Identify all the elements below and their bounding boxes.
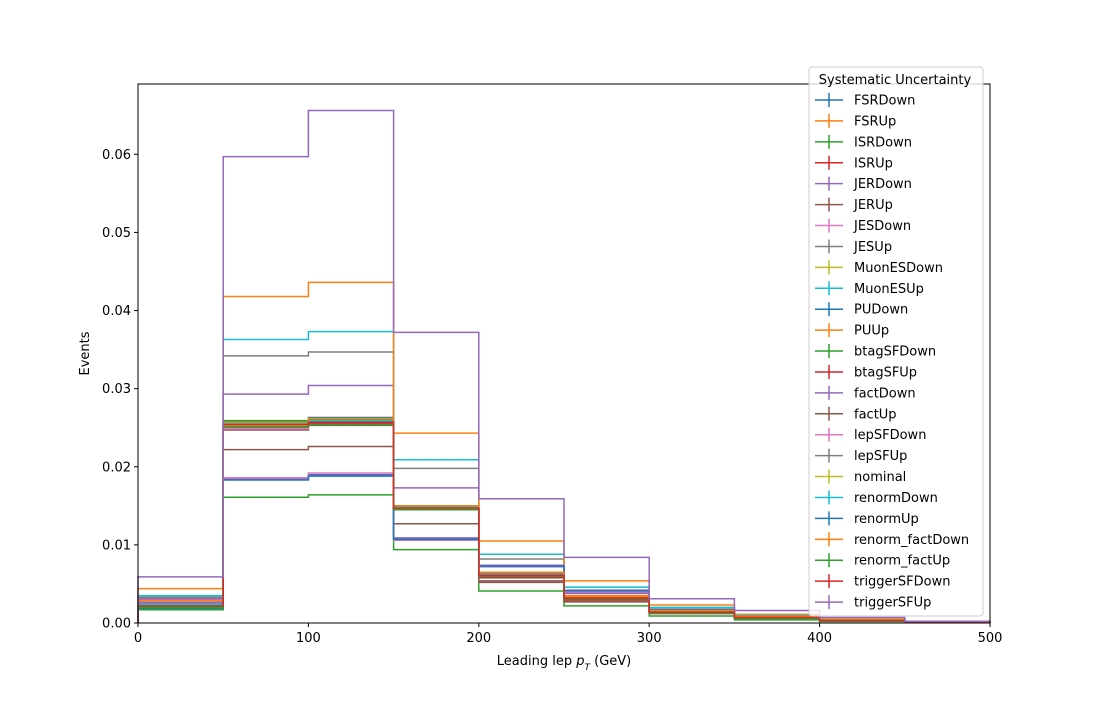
y-tick-label: 0.01 — [102, 538, 131, 553]
legend-entry-FSRUp: FSRUp — [815, 113, 896, 129]
legend: Systematic Uncertainty FSRDown FSRUp ISRDo… — [808, 66, 984, 617]
legend-entry-btagSFDown: btagSFDown — [815, 344, 936, 360]
legend-entry-renormUp: renormUp — [815, 511, 919, 527]
y-axis: 0.00 0.01 0.02 0.03 0.04 0.05 0.06 — [102, 148, 138, 632]
legend-label: PUDown — [854, 303, 908, 318]
legend-entry-nominal: nominal — [815, 469, 906, 485]
legend-entry-renorm_factUp: renorm_factUp — [815, 553, 950, 569]
legend-entry-lepSFDown: lepSFDown — [815, 427, 926, 443]
legend-entry-JESUp: JESUp — [815, 239, 892, 255]
x-tick-label: 200 — [466, 631, 491, 646]
series-line-triggerSFDown — [137, 421, 991, 623]
legend-label: MuonESUp — [854, 282, 924, 297]
legend-entry-PUUp: PUUp — [815, 323, 889, 339]
x-tick-label: 100 — [296, 631, 321, 646]
legend-label: btagSFDown — [854, 345, 936, 360]
legend-entries: FSRDown FSRUp ISRDown ISRUp JERDown JERUp JESD… — [815, 93, 969, 611]
x-tick-label: 400 — [807, 631, 832, 646]
y-tick-label: 0.02 — [102, 460, 131, 475]
legend-entry-factDown: factDown — [815, 385, 916, 401]
legend-label: nominal — [854, 470, 906, 485]
legend-entry-renormDown: renormDown — [815, 490, 938, 506]
legend-label: btagSFUp — [854, 365, 917, 380]
legend-label: renormDown — [854, 491, 938, 506]
legend-entry-FSRDown: FSRDown — [815, 93, 915, 109]
y-tick-label: 0.06 — [102, 148, 131, 163]
legend-entry-ISRUp: ISRUp — [815, 155, 893, 171]
x-tick-label: 300 — [637, 631, 662, 646]
legend-entry-renorm_factDown: renorm_factDown — [815, 532, 969, 548]
legend-label: ISRDown — [854, 135, 912, 150]
x-tick-label: 0 — [134, 631, 142, 646]
legend-title: Systematic Uncertainty — [819, 73, 972, 88]
legend-entry-lepSFUp: lepSFUp — [815, 448, 907, 464]
legend-label: renormUp — [854, 512, 919, 527]
x-tick-label: 500 — [978, 631, 1003, 646]
legend-label: factUp — [854, 407, 897, 422]
legend-entry-ISRDown: ISRDown — [815, 134, 912, 150]
legend-label: renorm_factUp — [854, 554, 950, 569]
legend-entry-JERUp: JERUp — [815, 197, 893, 213]
series-line-triggerSFUp — [137, 109, 991, 623]
legend-label: ISRUp — [854, 156, 893, 171]
legend-entry-triggerSFUp: triggerSFUp — [815, 595, 931, 611]
legend-label: PUUp — [854, 324, 889, 339]
legend-label: FSRDown — [854, 94, 915, 109]
legend-entry-factUp: factUp — [815, 406, 897, 422]
x-axis: 0 100 200 300 400 500 — [134, 623, 1003, 646]
y-tick-label: 0.00 — [102, 617, 131, 632]
legend-entry-PUDown: PUDown — [815, 302, 908, 318]
legend-label: JESUp — [853, 240, 892, 255]
y-tick-label: 0.05 — [102, 226, 131, 241]
y-axis-label: Events — [78, 331, 93, 375]
legend-label: triggerSFUp — [854, 596, 931, 611]
legend-entry-triggerSFDown: triggerSFDown — [815, 574, 950, 590]
legend-entry-JERDown: JERDown — [815, 176, 912, 192]
legend-label: renorm_factDown — [854, 533, 969, 548]
y-tick-label: 0.03 — [102, 382, 131, 397]
legend-label: JESDown — [853, 219, 911, 234]
series-layer — [137, 109, 991, 623]
axes-frame — [137, 83, 991, 624]
legend-label: MuonESDown — [854, 261, 943, 276]
legend-entry-JESDown: JESDown — [815, 218, 911, 234]
legend-label: FSRUp — [854, 114, 896, 129]
legend-entry-MuonESDown: MuonESDown — [815, 260, 943, 276]
legend-entry-btagSFUp: btagSFUp — [815, 364, 917, 380]
legend-label: JERUp — [853, 198, 893, 213]
legend-label: JERDown — [853, 177, 912, 192]
x-axis-label: Leading lep pT (GeV) — [497, 654, 631, 673]
legend-label: lepSFDown — [854, 428, 926, 443]
legend-entry-MuonESUp: MuonESUp — [815, 281, 924, 297]
legend-label: triggerSFDown — [854, 575, 950, 590]
legend-label: factDown — [854, 386, 916, 401]
series-line-PUUp — [137, 281, 991, 623]
legend-frame — [808, 66, 984, 617]
legend-label: lepSFUp — [854, 449, 907, 464]
y-tick-label: 0.04 — [102, 304, 131, 319]
